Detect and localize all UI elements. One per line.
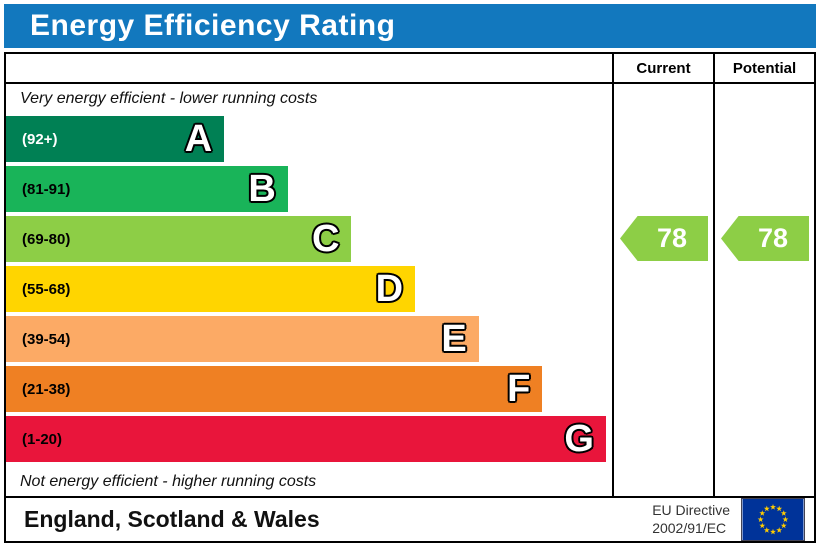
bottom-note: Not energy efficient - higher running co… <box>20 472 317 490</box>
current-column-header: Current <box>614 54 713 84</box>
band-letter: D <box>375 268 404 310</box>
band-range-label: (55-68) <box>22 280 71 298</box>
current-rating-arrow: 78 <box>620 216 708 261</box>
band-bar: (1-20) G <box>6 416 606 462</box>
eu-flag-icon <box>741 498 805 541</box>
band-row: (55-68) D <box>6 264 612 314</box>
band-letter: E <box>441 318 467 360</box>
band-range-label: (21-38) <box>22 380 71 398</box>
region-label: England, Scotland & Wales <box>24 506 320 532</box>
band-bar: (69-80) C <box>6 216 352 262</box>
potential-rating-value: 78 <box>757 223 789 253</box>
potential-column-header: Potential <box>715 54 814 84</box>
band-list: (92+) A (81-91) B (69-80) C (55-68) D (3… <box>6 114 612 467</box>
main-header-cell <box>6 54 612 84</box>
main-column: Very energy efficient - lower running co… <box>6 54 612 496</box>
band-letter: A <box>184 118 213 160</box>
band-range-label: (69-80) <box>22 230 71 248</box>
current-rating-value: 78 <box>656 223 688 253</box>
band-bar: (21-38) F <box>6 366 543 412</box>
current-column-body: 78 <box>614 84 713 496</box>
potential-rating-arrow: 78 <box>721 216 809 261</box>
eu-directive-label: EU Directive 2002/91/EC <box>652 502 730 537</box>
band-row: (92+) A <box>6 114 612 164</box>
title-bar: Energy Efficiency Rating <box>4 4 816 48</box>
top-note: Very energy efficient - lower running co… <box>20 90 318 107</box>
band-row: (69-80) C <box>6 214 612 264</box>
band-row: (21-38) F <box>6 364 612 414</box>
chart-area: Very energy efficient - lower running co… <box>6 54 814 496</box>
band-range-label: (1-20) <box>22 430 63 448</box>
band-row: (81-91) B <box>6 164 612 214</box>
band-range-label: (39-54) <box>22 330 71 348</box>
band-letter: C <box>311 218 340 260</box>
band-bar: (92+) A <box>6 116 225 162</box>
potential-column: Potential 78 <box>713 54 814 496</box>
band-row: (1-20) G <box>6 414 612 464</box>
band-letter: G <box>564 418 594 460</box>
band-range-label: (81-91) <box>22 180 71 198</box>
main-body: Very energy efficient - lower running co… <box>6 84 612 496</box>
band-range-label: (92+) <box>22 130 58 148</box>
eu-directive-line2: 2002/91/EC <box>652 519 727 536</box>
band-bar: (39-54) E <box>6 316 479 362</box>
band-bar: (81-91) B <box>6 166 288 212</box>
current-column: Current 78 <box>612 54 713 496</box>
band-bar: (55-68) D <box>6 266 416 312</box>
potential-column-body: 78 <box>715 84 814 496</box>
band-letter: B <box>248 168 276 210</box>
eu-directive-line1: EU Directive <box>652 502 730 518</box>
band-row: (39-54) E <box>6 314 612 364</box>
page-title: Energy Efficiency Rating <box>30 9 396 42</box>
band-letter: F <box>507 368 531 410</box>
chart-box: Very energy efficient - lower running co… <box>4 52 816 543</box>
footer: England, Scotland & Wales EU Directive 2… <box>6 496 814 541</box>
